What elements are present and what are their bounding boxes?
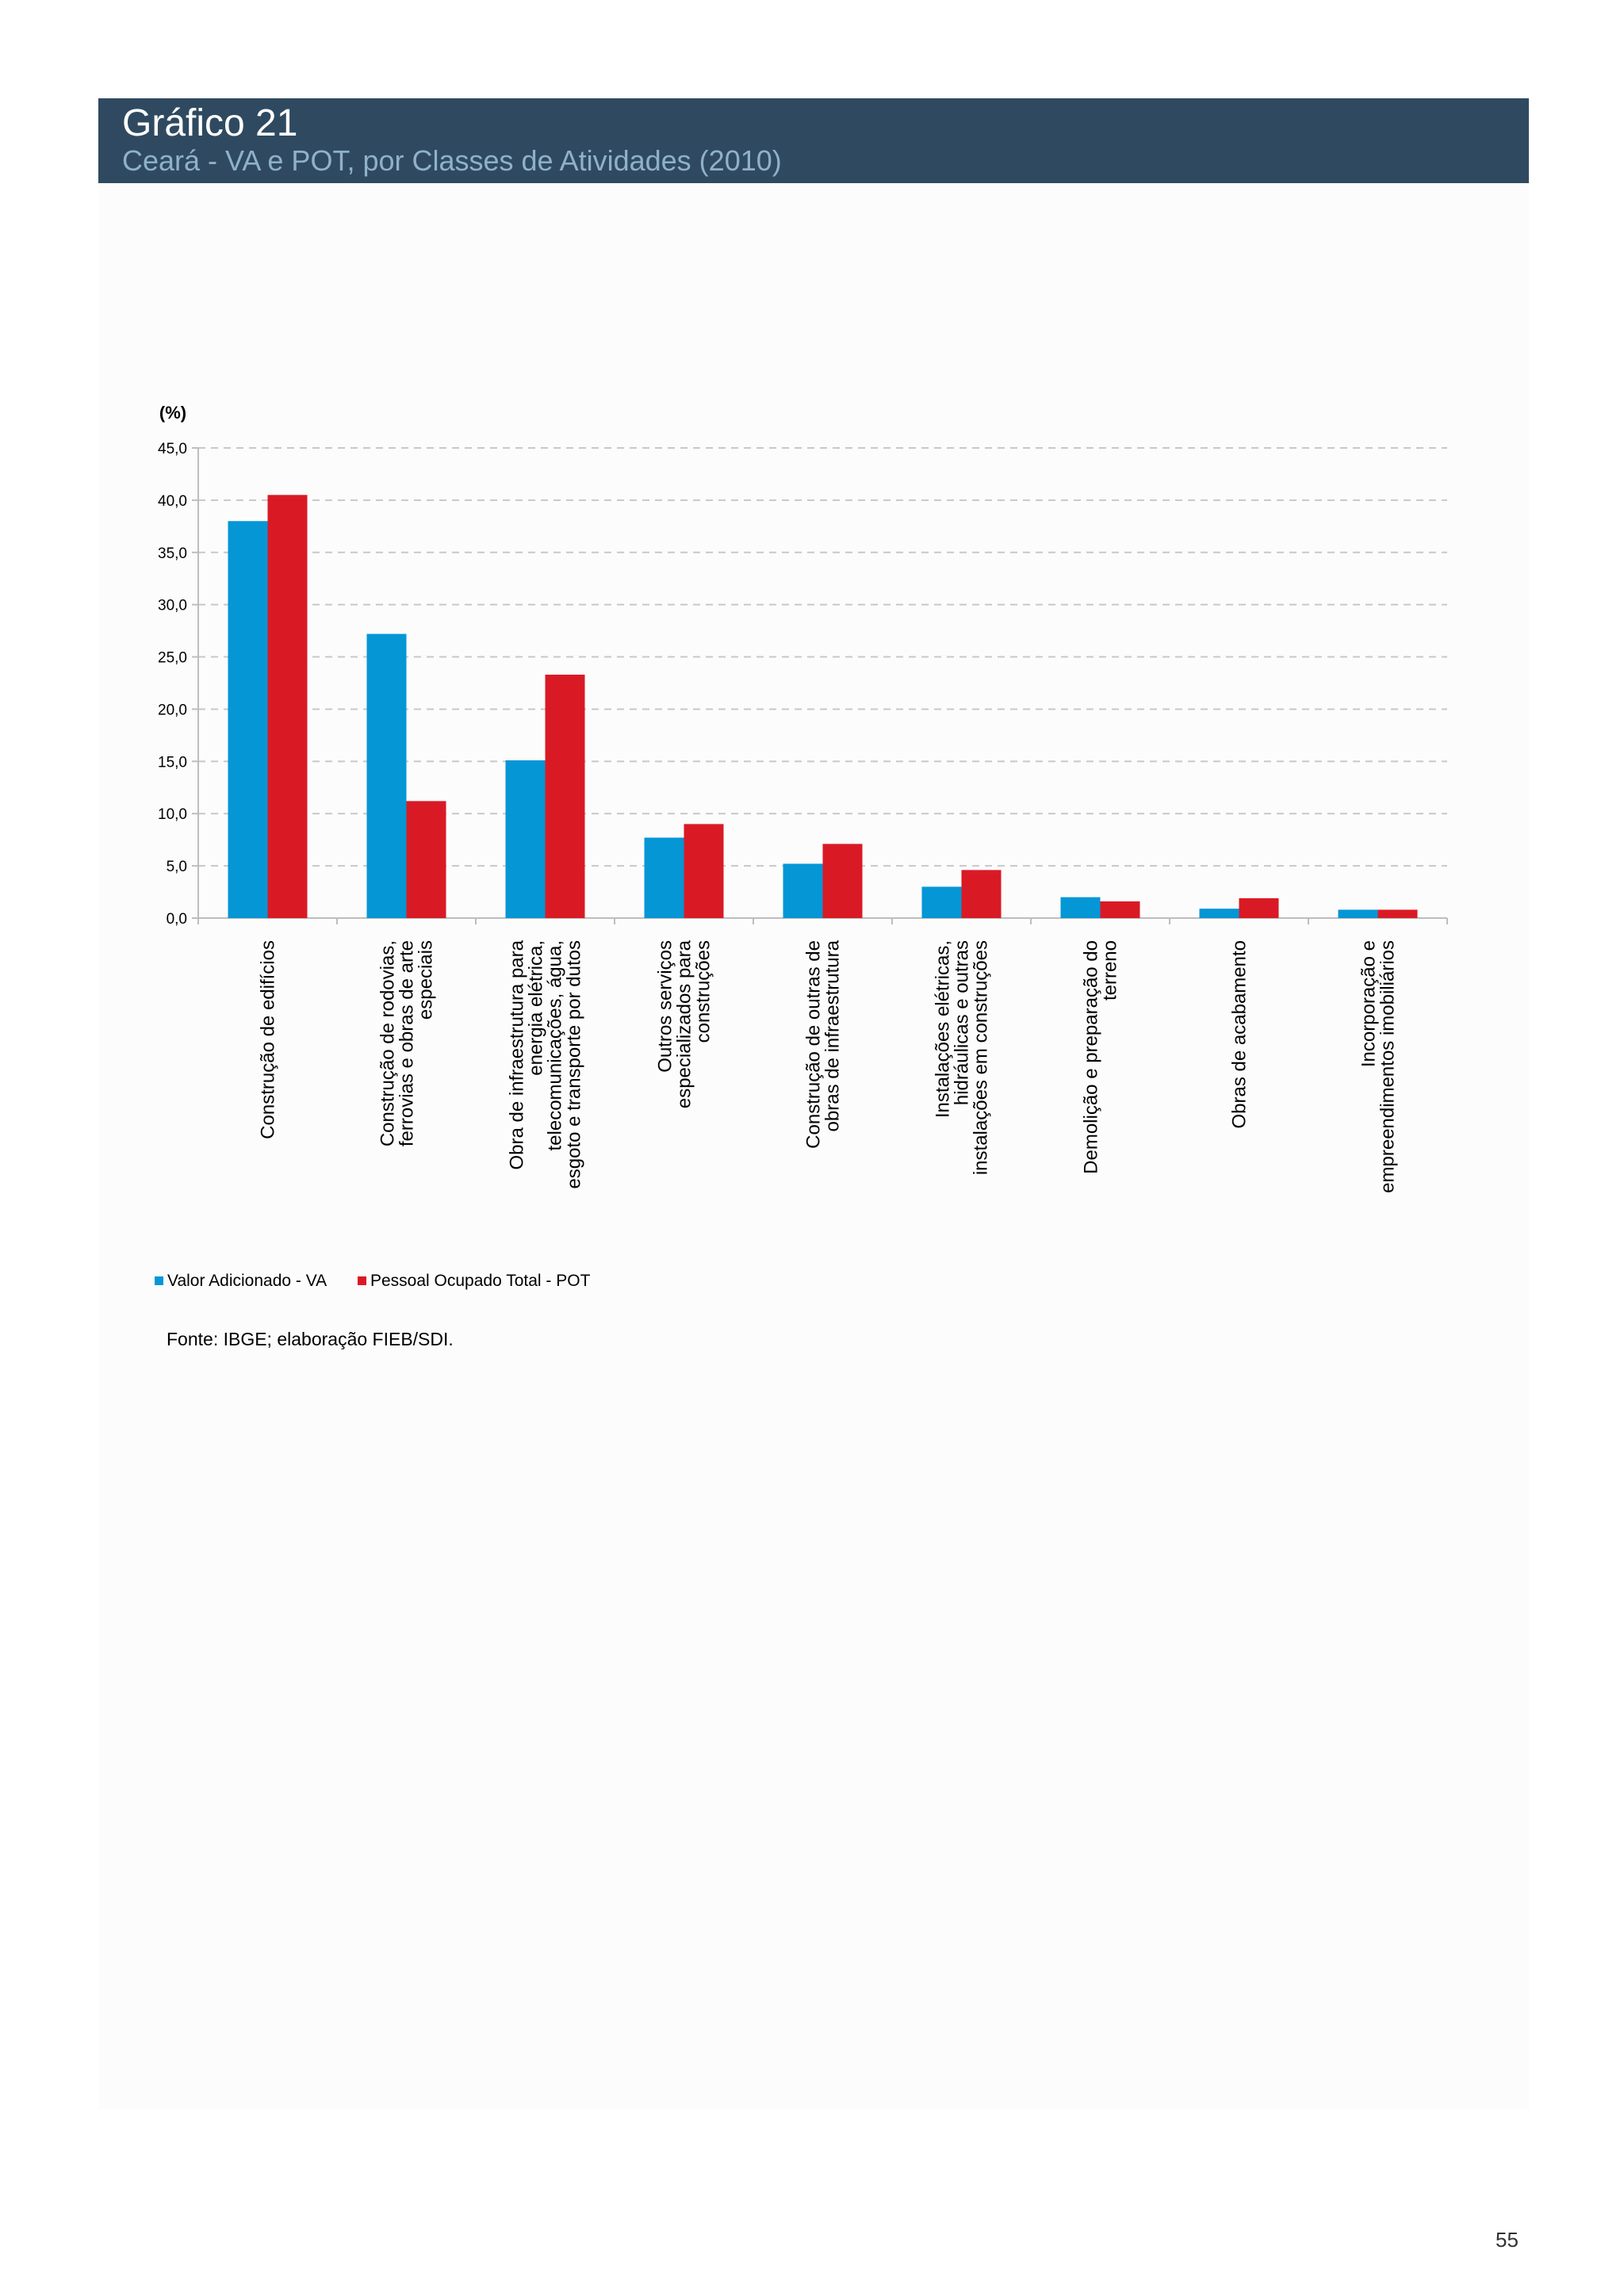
chart-subtitle: Ceará - VA e POT, por Classes de Ativida…: [122, 144, 782, 177]
y-tick-label: 5,0: [167, 859, 187, 875]
legend-swatch-pot: [358, 1276, 366, 1285]
legend-label-va: Valor Adicionado - VA: [167, 1272, 327, 1290]
y-tick-label: 45,0: [158, 441, 187, 457]
x-category-label: Construção de edifícios: [258, 940, 279, 1139]
y-tick-label: 0,0: [167, 911, 187, 928]
x-category-label-line: Obra de infraestrutura para: [507, 939, 528, 1169]
y-axis-label: (%): [159, 403, 186, 423]
x-category-label-line: obras de infraestrutura: [822, 939, 844, 1131]
bar-va: [1338, 909, 1378, 918]
x-category-label-line: esgoto e transporte por dutos: [564, 940, 585, 1189]
y-tick-label: 25,0: [158, 650, 187, 667]
bar-va: [505, 760, 546, 918]
legend-label-pot: Pessoal Ocupado Total - POT: [370, 1272, 591, 1290]
y-tick-label: 10,0: [158, 806, 187, 823]
bar-pot: [1239, 897, 1279, 918]
x-category-label-line: hidráulicas e outras: [952, 940, 973, 1105]
bar-va: [644, 837, 684, 918]
x-category-label-line: terreno: [1100, 940, 1121, 1001]
legend-swatch-va: [155, 1276, 163, 1285]
bar-va: [1060, 897, 1101, 918]
x-category-label: Obras de acabamento: [1229, 940, 1251, 1128]
x-category-label: Instalações elétricas,hidráulicas e outr…: [933, 940, 992, 1175]
y-tick-label: 30,0: [158, 598, 187, 614]
x-category-label-line: Outros serviços: [655, 940, 676, 1073]
x-category-label-line: especiais: [416, 940, 437, 1020]
x-category-label-line: Incorporação e: [1358, 940, 1380, 1067]
page-number: 55: [1496, 2228, 1519, 2252]
bar-pot: [406, 801, 446, 918]
bar-pot: [1100, 901, 1140, 918]
bar-pot: [684, 824, 724, 918]
y-tick-label: 35,0: [158, 545, 187, 562]
x-category-label-line: Instalações elétricas,: [933, 940, 954, 1118]
x-category-label-line: Demolição e preparação do: [1081, 940, 1102, 1174]
chart-title: Gráfico 21: [122, 102, 298, 144]
bar-va: [228, 521, 268, 918]
x-category-label-line: especializados para: [674, 939, 695, 1108]
bar-va: [783, 863, 823, 918]
bar-va: [366, 633, 407, 918]
x-category-label-line: construções: [693, 940, 714, 1043]
y-tick-label: 20,0: [158, 702, 187, 718]
x-category-label-line: telecomunicações, água,: [545, 940, 566, 1151]
bar-va: [1199, 909, 1239, 918]
y-tick-label: 40,0: [158, 493, 187, 510]
source-note: Fonte: IBGE; elaboração FIEB/SDI.: [167, 1329, 454, 1349]
x-category-label-line: Construção de outras de: [803, 940, 825, 1149]
x-category-label: Construção de rodovias,ferrovias e obras…: [377, 940, 437, 1146]
x-category-label-line: Obras de acabamento: [1229, 940, 1251, 1128]
bar-pot: [267, 495, 308, 918]
x-category-label-line: energia elétrica,: [526, 940, 547, 1076]
y-tick-label: 15,0: [158, 754, 187, 771]
x-category-label-line: Construção de rodovias,: [377, 940, 399, 1146]
bar-pot: [822, 844, 863, 918]
page-panel: [98, 182, 1529, 2109]
chart-header: Gráfico 21 Ceará - VA e POT, por Classes…: [98, 98, 1529, 183]
x-category-label-line: empreendimentos imobiliários: [1377, 940, 1399, 1193]
bar-chart: 0,0 5,0 10,0 15,0 20,0 25,0 30,0 35,0 40,0 45,0 (%…: [158, 403, 1448, 1193]
bar-pot: [1377, 909, 1418, 918]
x-category-label-line: instalações em construções: [971, 940, 992, 1175]
x-category-label-line: ferrovias e obras de arte: [396, 940, 418, 1146]
bar-pot: [545, 674, 585, 918]
bar-va: [921, 886, 962, 918]
x-category-label-line: Construção de edifícios: [258, 940, 279, 1139]
bar-pot: [961, 870, 1002, 918]
